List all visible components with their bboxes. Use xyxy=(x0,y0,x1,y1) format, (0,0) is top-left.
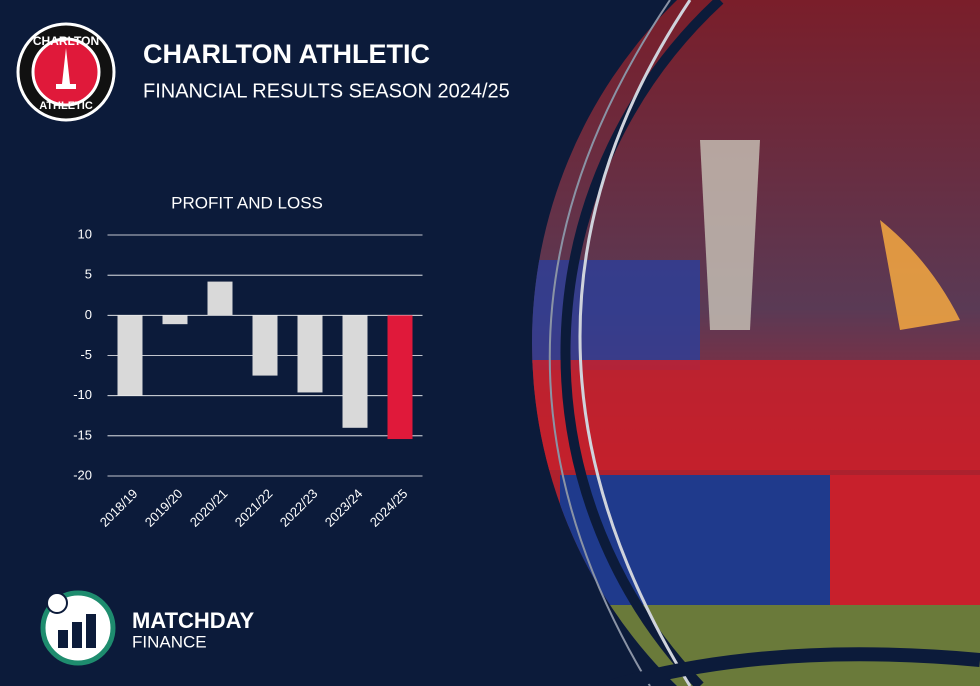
y-tick-label: -10 xyxy=(73,387,92,402)
arc xyxy=(578,0,692,686)
bar xyxy=(162,315,188,325)
brand-logo: MATCHDAY FINANCE xyxy=(40,590,255,666)
bar xyxy=(387,315,413,440)
logo-top: CHARLTON xyxy=(33,34,99,48)
logo-bottom: ATHLETIC xyxy=(39,100,93,112)
y-tick-label: -20 xyxy=(73,467,92,482)
bar xyxy=(117,315,143,396)
y-tick-label: 10 xyxy=(78,226,92,241)
brand-name: MATCHDAY xyxy=(132,608,255,633)
bar xyxy=(342,315,368,428)
arc xyxy=(548,0,671,686)
bar xyxy=(252,315,278,376)
bar xyxy=(297,315,323,393)
y-tick-label: 5 xyxy=(85,267,92,282)
brand-sub: FINANCE xyxy=(132,632,207,651)
club-logo: CHARLTON ATHLETIC xyxy=(16,22,116,122)
arc xyxy=(597,647,980,686)
subtitle: FINANCIAL RESULTS SEASON 2024/25 xyxy=(143,80,510,102)
bar xyxy=(207,281,233,316)
y-tick-label: -15 xyxy=(73,427,92,442)
y-tick-label: -5 xyxy=(80,347,92,362)
arc xyxy=(560,0,724,686)
y-tick-label: 0 xyxy=(85,307,92,322)
chart-title: PROFIT AND LOSS xyxy=(171,193,323,212)
title: CHARLTON ATHLETIC xyxy=(143,39,430,69)
